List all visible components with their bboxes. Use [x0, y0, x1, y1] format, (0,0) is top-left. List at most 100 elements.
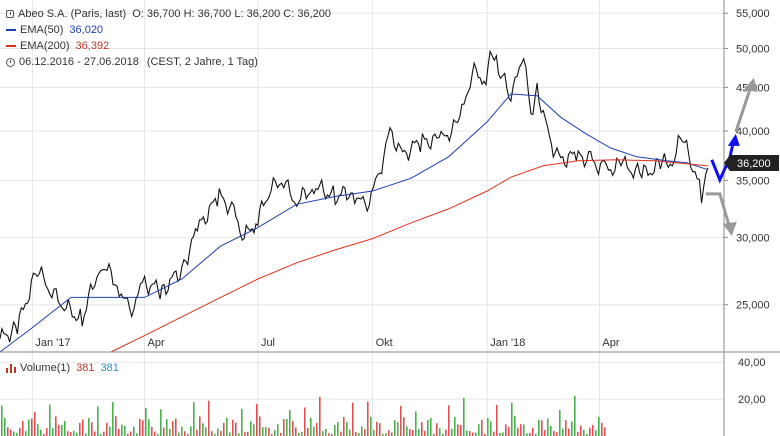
volume-bar	[187, 433, 189, 436]
volume-bar	[226, 417, 228, 436]
volume-bar	[340, 431, 342, 436]
volume-bar	[370, 416, 372, 436]
legend-ema50-row[interactable]: EMA(50) 36,020	[6, 22, 331, 38]
volume-bar	[151, 426, 153, 436]
volume-bar	[382, 433, 384, 436]
volume-bar	[217, 428, 219, 436]
volume-bar	[316, 422, 318, 436]
volume-bar	[148, 419, 150, 436]
volume-bar	[295, 427, 297, 436]
volume-bar	[253, 424, 255, 436]
volume-bar	[589, 427, 591, 436]
volume-bar	[37, 424, 39, 436]
volume-bar	[517, 428, 519, 436]
volume-bar	[571, 421, 573, 436]
volume-bar	[268, 427, 270, 436]
volume-bar	[142, 420, 144, 436]
volume-value-red: 381	[76, 362, 95, 374]
volume-bar	[244, 432, 246, 436]
volume-bar	[592, 424, 594, 436]
volume-bar	[499, 432, 501, 436]
volume-bar	[415, 411, 417, 436]
volume-bar	[403, 417, 405, 436]
volume-bar	[487, 418, 489, 436]
volume-bar	[568, 428, 570, 436]
volume-bar	[43, 433, 45, 436]
bullish-arrow-line	[710, 139, 736, 184]
volume-bar	[520, 424, 522, 436]
volume-bar	[127, 433, 129, 436]
volume-bar	[139, 418, 141, 436]
volume-bar	[598, 416, 600, 436]
volume-bar	[292, 421, 294, 436]
volume-bar	[202, 423, 204, 436]
volume-bar	[400, 405, 402, 436]
volume-bar	[409, 429, 411, 436]
dropdown-icon[interactable]	[6, 10, 14, 18]
upside-arrow-head	[743, 77, 758, 92]
volume-bar	[469, 431, 471, 436]
volume-bar	[556, 432, 558, 436]
volume-bars	[1, 395, 606, 436]
volume-bar	[544, 430, 546, 436]
volume-bar	[553, 431, 555, 436]
ema200-swatch	[6, 45, 16, 47]
volume-bar	[586, 433, 588, 436]
legend-ema200-row[interactable]: EMA(200) 36,392	[6, 38, 331, 54]
volume-bar	[421, 422, 423, 436]
volume-bar	[82, 419, 84, 436]
volume-bar	[454, 417, 456, 436]
volume-bar	[373, 430, 375, 436]
volume-bar	[502, 432, 504, 436]
volume-bar	[97, 406, 99, 436]
volume-bar	[58, 424, 60, 436]
volume-bar	[595, 430, 597, 436]
volume-bar	[52, 428, 54, 436]
volume-bar	[412, 429, 414, 436]
volume-bar	[397, 422, 399, 436]
volume-bar	[178, 432, 180, 436]
volume-bar	[385, 433, 387, 436]
volume-bar	[601, 422, 603, 436]
volume-bar	[238, 433, 240, 436]
volume-bar	[1, 405, 3, 436]
volume-bar	[64, 421, 66, 436]
volume-bar	[451, 428, 453, 436]
volume-bar	[28, 419, 30, 436]
downside-arrow-head	[722, 221, 737, 236]
date-range: 06.12.2016 - 27.06.2018	[19, 56, 139, 68]
volume-bar	[379, 423, 381, 436]
y-tick-label: 25,000	[736, 300, 770, 312]
volume-bar	[271, 433, 273, 436]
clock-icon	[6, 57, 15, 67]
volume-bar	[313, 426, 315, 436]
volume-bar	[448, 405, 450, 436]
x-tick-label: Jan '17	[35, 337, 70, 349]
ema50-swatch	[6, 29, 16, 31]
volume-bar	[493, 431, 495, 436]
volume-bar	[160, 409, 162, 436]
x-tick-label: Jul	[261, 337, 275, 349]
volume-tick-label: 20,00	[738, 394, 766, 406]
ema200-label: EMA(200)	[20, 40, 70, 52]
volume-bar	[349, 429, 351, 436]
price-line	[0, 49, 709, 343]
volume-bar	[388, 430, 390, 436]
volume-bar	[67, 431, 69, 436]
volume-bar	[463, 397, 465, 436]
volume-bar	[223, 423, 225, 436]
volume-bar	[511, 402, 513, 436]
volume-bar	[490, 421, 492, 436]
ema50-label: EMA(50)	[20, 24, 64, 36]
bar-chart-icon	[6, 363, 16, 373]
volume-bar	[328, 433, 330, 436]
volume-bar	[163, 427, 165, 436]
volume-bar	[46, 428, 48, 436]
volume-bar	[259, 416, 261, 436]
volume-bar	[391, 432, 393, 436]
volume-bar	[550, 425, 552, 436]
volume-legend[interactable]: Volume(1) 381 381	[6, 362, 119, 374]
volume-bar	[418, 429, 420, 436]
volume-bar	[286, 418, 288, 436]
volume-bar	[475, 432, 477, 436]
